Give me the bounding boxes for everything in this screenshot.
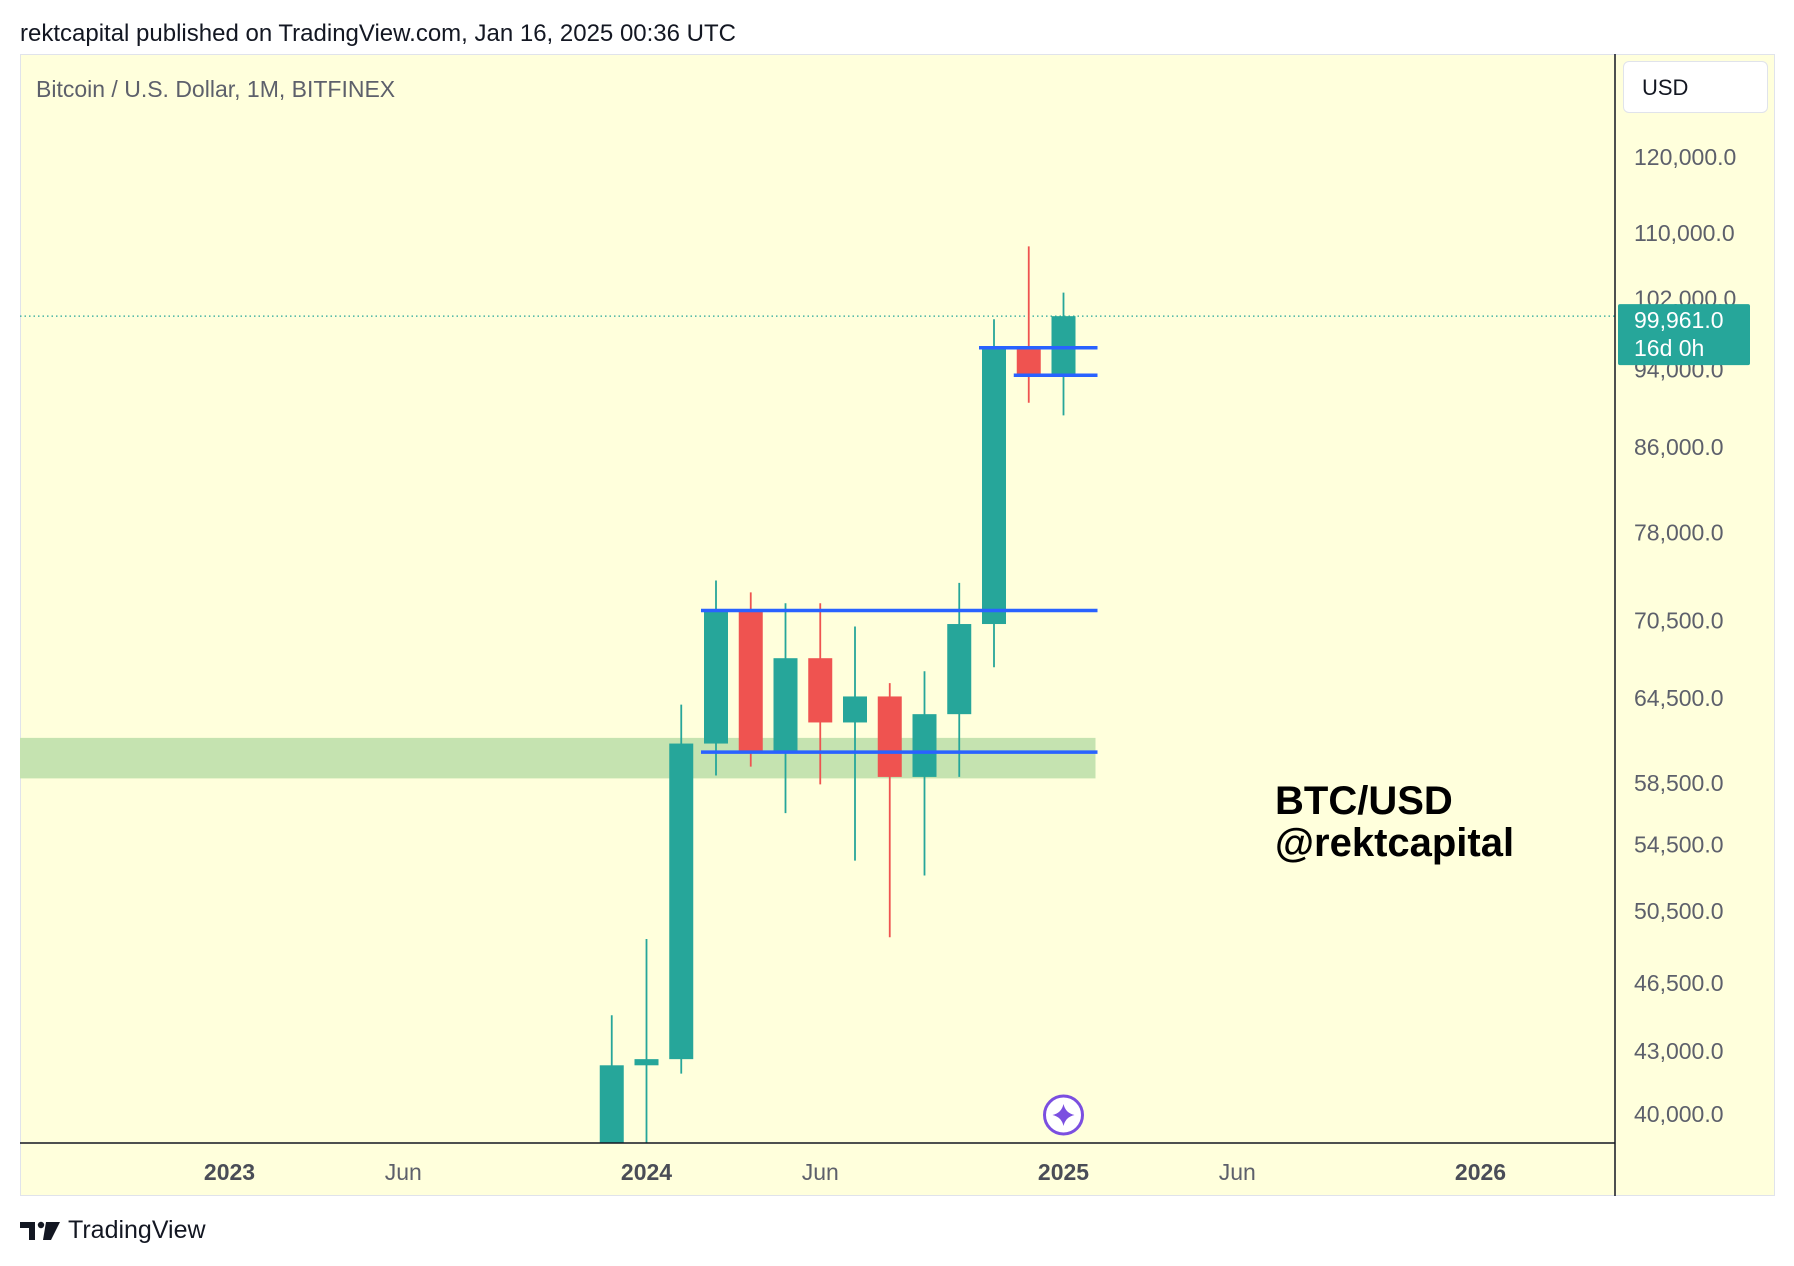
candle-body[interactable]	[912, 714, 937, 777]
time-tick-label: 2026	[1455, 1159, 1506, 1185]
footer: TradingView	[20, 1216, 206, 1245]
candle-body[interactable]	[565, 1166, 589, 1241]
time-tick-label: Jun	[1219, 1159, 1256, 1185]
price-tick-label: 58,500.0	[1634, 770, 1724, 796]
time-tick-label: 2025	[1038, 1159, 1089, 1185]
price-tick-label: 46,500.0	[1634, 970, 1724, 996]
candle-body[interactable]	[1051, 316, 1076, 376]
candle-body[interactable]	[634, 1059, 659, 1066]
watermark-author: @rektcapital	[1275, 821, 1515, 865]
watermark-pair: BTC/USD	[1275, 779, 1453, 823]
candle-body[interactable]	[843, 696, 867, 723]
candle-body[interactable]	[877, 696, 902, 777]
candle-body[interactable]	[982, 347, 1006, 625]
price-tick-label: 40,000.0	[1634, 1101, 1724, 1127]
candle-body[interactable]	[738, 610, 763, 753]
candle-body[interactable]	[773, 658, 798, 753]
price-tick-label: 120,000.0	[1634, 144, 1736, 170]
time-tick-label: Jun	[385, 1159, 422, 1185]
time-tick-label: Jun	[802, 1159, 839, 1185]
price-tag[interactable]	[1618, 304, 1750, 366]
publish-info: rektcapital published on TradingView.com…	[20, 20, 736, 47]
candles-group	[565, 246, 1076, 1241]
price-tick-label: 86,000.0	[1634, 434, 1724, 460]
price-tick-label: 50,500.0	[1634, 898, 1724, 924]
time-tick-label: 2023	[204, 1159, 255, 1185]
price-tag-countdown: 16d 0h	[1634, 335, 1704, 361]
price-tick-label: 43,000.0	[1634, 1038, 1724, 1064]
price-tick-label: 54,500.0	[1634, 832, 1724, 858]
price-tick-label: 70,500.0	[1634, 607, 1724, 633]
symbol-title[interactable]: Bitcoin / U.S. Dollar, 1M, BITFINEX	[36, 76, 396, 102]
candle-body[interactable]	[669, 743, 694, 1060]
sparkle-icon	[1052, 1104, 1075, 1126]
chart-watermark: BTC/USD @rektcapital	[1275, 780, 1514, 864]
candle-body[interactable]	[704, 610, 728, 744]
candle-body[interactable]	[947, 624, 972, 715]
price-tick-label: 110,000.0	[1634, 220, 1735, 246]
chart-area[interactable]	[20, 54, 1775, 1196]
price-tag-value: 99,961.0	[1634, 307, 1724, 333]
price-tick-label: 78,000.0	[1634, 519, 1724, 545]
tradingview-brand[interactable]: TradingView	[68, 1216, 206, 1244]
candle-body[interactable]	[1016, 347, 1041, 376]
price-tick-label: 64,500.0	[1634, 685, 1724, 711]
time-tick-label: 2024	[621, 1159, 672, 1185]
candle-body[interactable]	[808, 658, 833, 723]
tradingview-logo-icon[interactable]	[20, 1220, 60, 1242]
candle-body[interactable]	[599, 1065, 624, 1165]
currency-selector[interactable]: USD	[1623, 61, 1768, 113]
